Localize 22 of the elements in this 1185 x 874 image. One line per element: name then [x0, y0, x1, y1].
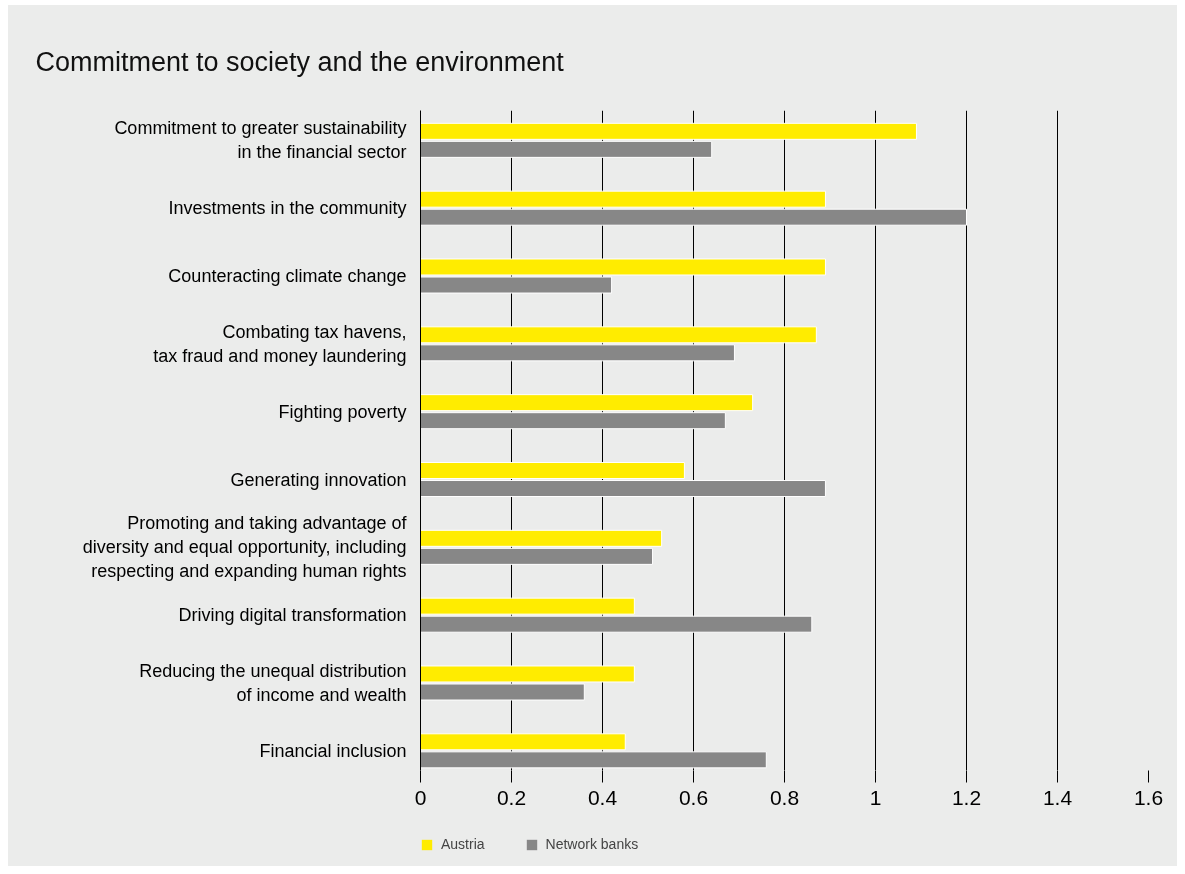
y-tick-label: Financial inclusion: [259, 740, 407, 761]
y-tick-label: Investments in the community: [168, 198, 407, 219]
x-tick-label: 1.2: [951, 785, 982, 809]
x-tick-label: 1.6: [1133, 785, 1164, 809]
x-tick-label: 0.4: [587, 785, 618, 809]
y-tick-label: Reducing the unequal distribution of income and wealth: [139, 661, 407, 705]
y-tick-label: Counteracting climate change: [168, 266, 407, 287]
x-tick-label: 0.6: [678, 785, 709, 809]
y-tick-label: Promoting and taking advantage of diversity and equal opportunity, including respecting and expanding human rights: [82, 513, 408, 582]
y-tick-label: Driving digital transformation: [178, 605, 407, 626]
chart-title: Commitment to society and the environment: [35, 46, 565, 77]
x-tick-label: 1.4: [1042, 785, 1073, 809]
legend-label: Austria: [441, 836, 485, 852]
y-tick-label: Combating tax havens, tax fraud and money laundering: [153, 321, 407, 366]
x-tick-label: 0.8: [769, 785, 800, 809]
y-tick-label: Commitment to greater sustainability in the financial sector: [114, 118, 407, 163]
x-tick-label: 0: [414, 785, 427, 809]
legend-label: Network banks: [545, 836, 639, 852]
y-tick-label: Fighting poverty: [278, 401, 407, 422]
x-tick-label: 0.2: [496, 785, 527, 809]
y-tick-label: Generating innovation: [230, 469, 407, 490]
x-tick-label: 1: [869, 785, 882, 809]
